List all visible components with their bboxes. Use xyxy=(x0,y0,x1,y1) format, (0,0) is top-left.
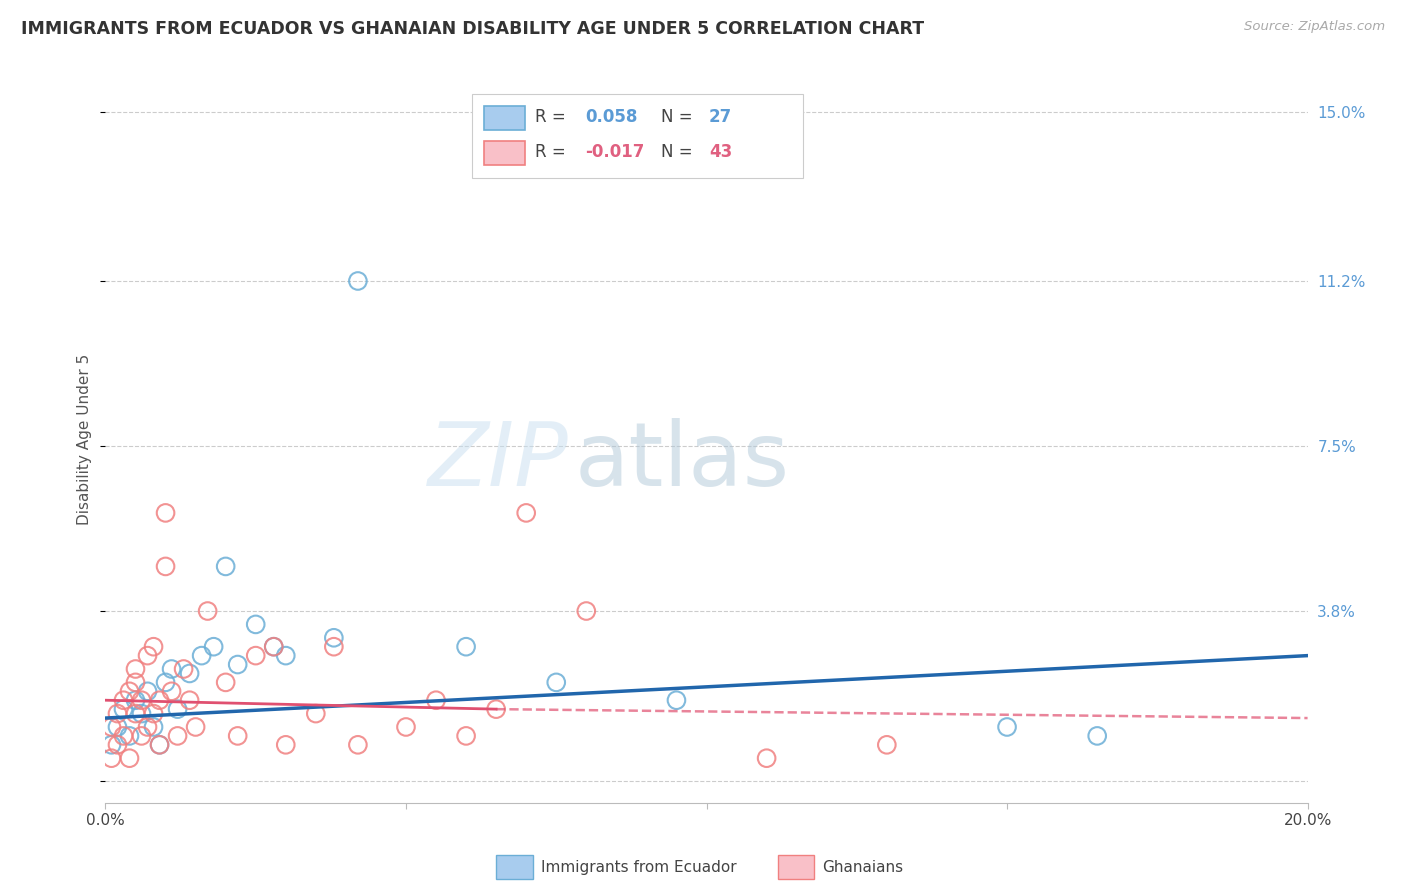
Point xyxy=(263,640,285,654)
Point xyxy=(118,751,141,765)
Text: N =: N = xyxy=(661,143,697,161)
Point xyxy=(100,738,122,752)
Text: Source: ZipAtlas.com: Source: ZipAtlas.com xyxy=(1244,20,1385,33)
Text: R =: R = xyxy=(534,143,571,161)
Point xyxy=(148,738,170,752)
Point xyxy=(136,720,159,734)
Point xyxy=(131,706,153,721)
Point xyxy=(202,640,225,654)
Point xyxy=(155,559,177,574)
Text: -0.017: -0.017 xyxy=(585,143,644,161)
Point xyxy=(124,662,146,676)
Point xyxy=(665,693,688,707)
Point xyxy=(546,675,568,690)
Point xyxy=(274,648,297,663)
Point xyxy=(876,738,898,752)
FancyBboxPatch shape xyxy=(484,105,524,130)
FancyBboxPatch shape xyxy=(472,94,803,178)
Point xyxy=(118,729,141,743)
Point xyxy=(142,706,165,721)
Point xyxy=(124,706,146,721)
Point xyxy=(112,693,135,707)
Point xyxy=(485,702,508,716)
Point xyxy=(166,702,188,716)
Point xyxy=(226,657,249,672)
Point xyxy=(347,274,370,288)
Point xyxy=(107,706,129,721)
Point xyxy=(322,631,344,645)
Point xyxy=(245,617,267,632)
Text: IMMIGRANTS FROM ECUADOR VS GHANAIAN DISABILITY AGE UNDER 5 CORRELATION CHART: IMMIGRANTS FROM ECUADOR VS GHANAIAN DISA… xyxy=(21,20,924,37)
Text: R =: R = xyxy=(534,108,571,127)
Point xyxy=(100,720,122,734)
Point xyxy=(395,720,418,734)
Point xyxy=(755,751,778,765)
Point xyxy=(347,738,370,752)
Y-axis label: Disability Age Under 5: Disability Age Under 5 xyxy=(77,354,93,524)
Point xyxy=(136,648,159,663)
Point xyxy=(124,693,146,707)
Point xyxy=(136,684,159,698)
Point xyxy=(425,693,447,707)
Point xyxy=(112,729,135,743)
Point xyxy=(107,720,129,734)
Point xyxy=(131,693,153,707)
Point xyxy=(100,751,122,765)
Point xyxy=(142,640,165,654)
Point xyxy=(160,662,183,676)
Point xyxy=(197,604,219,618)
Point xyxy=(107,738,129,752)
Point xyxy=(166,729,188,743)
Point xyxy=(454,729,477,743)
Point xyxy=(148,738,170,752)
Point xyxy=(1085,729,1108,743)
Text: N =: N = xyxy=(661,108,697,127)
Point xyxy=(124,675,146,690)
Text: 27: 27 xyxy=(709,108,733,127)
Point xyxy=(179,693,201,707)
Text: Immigrants from Ecuador: Immigrants from Ecuador xyxy=(541,860,737,874)
Point xyxy=(148,693,170,707)
Text: 0.058: 0.058 xyxy=(585,108,637,127)
Point xyxy=(245,648,267,663)
Point xyxy=(995,720,1018,734)
Point xyxy=(263,640,285,654)
Text: ZIP: ZIP xyxy=(427,418,568,504)
Text: atlas: atlas xyxy=(574,417,789,505)
Point xyxy=(155,675,177,690)
Text: Ghanaians: Ghanaians xyxy=(823,860,904,874)
Point xyxy=(118,684,141,698)
Point xyxy=(226,729,249,743)
Point xyxy=(214,675,236,690)
Point xyxy=(155,506,177,520)
Point xyxy=(322,640,344,654)
Point xyxy=(515,506,537,520)
Point xyxy=(184,720,207,734)
Point xyxy=(131,729,153,743)
Point xyxy=(575,604,598,618)
Point xyxy=(190,648,212,663)
Point xyxy=(179,666,201,681)
Point xyxy=(305,706,328,721)
Point xyxy=(112,702,135,716)
Point xyxy=(214,559,236,574)
Point xyxy=(454,640,477,654)
Point xyxy=(160,684,183,698)
Point xyxy=(142,720,165,734)
FancyBboxPatch shape xyxy=(484,141,524,165)
Point xyxy=(173,662,195,676)
Text: 43: 43 xyxy=(709,143,733,161)
Point xyxy=(274,738,297,752)
